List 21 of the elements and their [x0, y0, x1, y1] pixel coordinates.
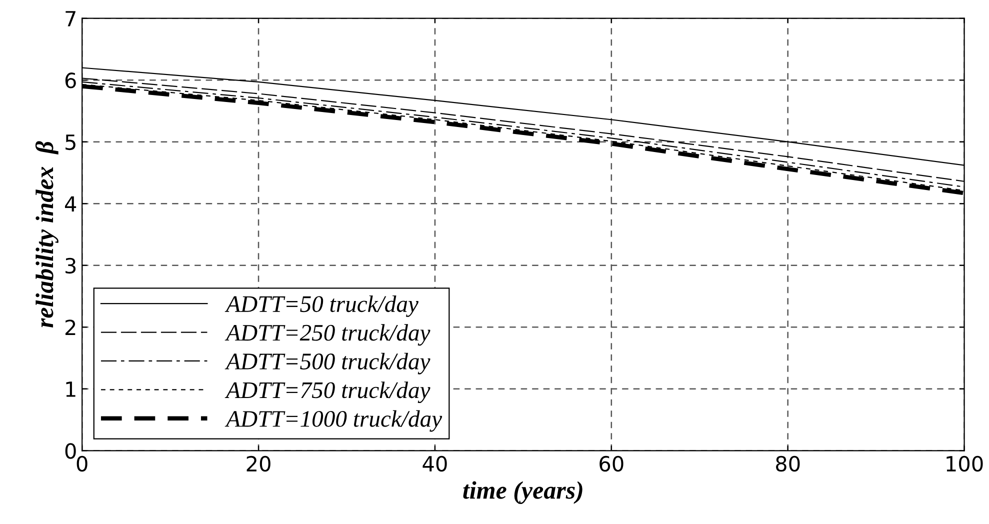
y-tick-label: 1	[66, 382, 76, 397]
legend-label: ADTT=1000 truck/day	[224, 410, 442, 432]
x-tick-label: 20	[246, 456, 270, 472]
legend-label: ADTT=500 truck/day	[224, 352, 430, 374]
y-tick-label: 0	[65, 443, 76, 459]
x-tick-label: 40	[422, 456, 447, 472]
y-tick-label: 6	[65, 72, 76, 88]
y-axis-title: reliability index β	[35, 141, 58, 328]
legend-label: ADTT=750 truck/day	[224, 382, 430, 404]
x-tick-label: 100	[946, 456, 983, 472]
legend-label: ADTT=50 truck/day	[224, 295, 418, 317]
x-axis-title: time (years)	[463, 481, 582, 504]
y-tick-label: 7	[66, 11, 76, 26]
x-tick-label: 60	[600, 456, 624, 472]
y-tick-label: 4	[64, 196, 76, 212]
legend-label: ADTT=250 truck/day	[224, 324, 430, 346]
x-tick-label: 80	[776, 456, 800, 472]
y-tick-label: 2	[65, 320, 76, 336]
y-tick-label: 5	[66, 134, 76, 150]
y-tick-label: 3	[66, 258, 76, 274]
x-tick-label: 0	[76, 456, 88, 472]
